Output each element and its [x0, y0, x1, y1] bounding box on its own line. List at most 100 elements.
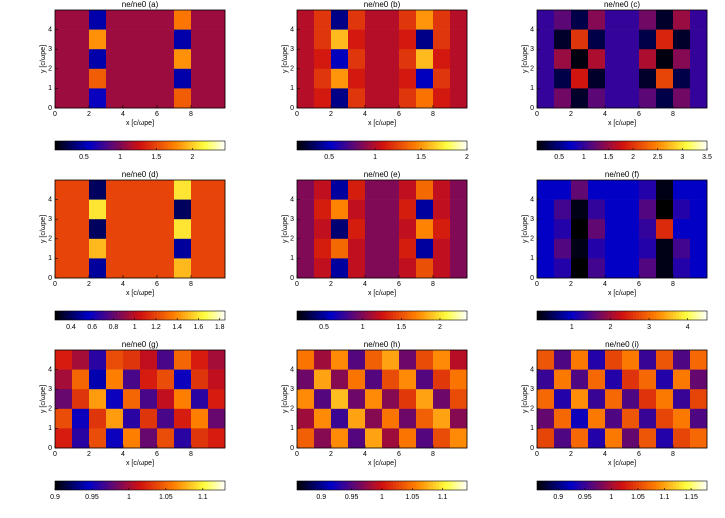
- colorbar-step: [559, 141, 563, 150]
- heat-cell: [554, 350, 572, 370]
- plot-frame: [54, 9, 226, 109]
- x-axis-label: x [c/ωpe]: [126, 120, 154, 127]
- heat-cell: [123, 428, 141, 449]
- colorbar-step: [316, 311, 321, 320]
- colorbar-step: [644, 141, 648, 150]
- heat-cell: [89, 369, 107, 390]
- heat-cell: [157, 369, 175, 390]
- colorbar-step: [658, 481, 663, 490]
- heat-cell: [72, 350, 90, 370]
- colorbar-step: [622, 141, 626, 150]
- colorbar-step: [94, 311, 98, 320]
- heat-cell: [174, 29, 192, 50]
- colorbar-step: [464, 311, 468, 320]
- heat-cell: [571, 199, 589, 220]
- heat-cell: [106, 49, 124, 70]
- x-axis-label: x [c/ωpe]: [608, 120, 636, 127]
- x-tick-label: 4: [121, 451, 125, 458]
- colorbar-step: [678, 141, 682, 150]
- heat-cell: [399, 258, 417, 279]
- heat-cell: [140, 369, 158, 390]
- colorbar-step: [305, 311, 309, 320]
- colorbar-step: [692, 311, 697, 320]
- heat-cell: [416, 369, 434, 390]
- colorbar-step: [633, 481, 637, 490]
- y-tick-label: 2: [48, 236, 52, 243]
- heat-cell: [656, 389, 674, 410]
- colorbar-step: [297, 141, 301, 150]
- x-tick-label: 8: [189, 111, 193, 118]
- colorbar-tick-label: 4: [686, 324, 690, 331]
- heat-cell: [656, 10, 674, 30]
- heat-cell: [416, 49, 434, 70]
- colorbar-tick-label: 1.5: [151, 154, 161, 161]
- colorbar-step: [328, 141, 332, 150]
- colorbar-step: [421, 141, 425, 150]
- colorbar-step: [438, 141, 442, 150]
- panel-title: ne/ne0 (b): [364, 0, 401, 9]
- colorbar-frame: [536, 310, 708, 321]
- heat-cell: [348, 408, 366, 429]
- heat-cell: [554, 408, 572, 429]
- colorbar-step: [450, 141, 454, 150]
- colorbar-step: [199, 481, 203, 490]
- heat-cell: [174, 350, 192, 370]
- heat-cell: [174, 199, 192, 220]
- heat-cell: [554, 49, 572, 70]
- colorbar-step: [162, 141, 166, 150]
- y-tick-label: 1: [530, 85, 534, 92]
- heat-cell: [416, 350, 434, 370]
- colorbar-step: [458, 141, 462, 150]
- colorbar-step: [72, 481, 76, 490]
- colorbar-step: [117, 311, 121, 320]
- colorbar-step: [60, 311, 64, 320]
- heat-cell: [123, 369, 141, 390]
- colorbar-step: [548, 141, 552, 150]
- plot-frame: [54, 179, 226, 279]
- colorbar-step: [322, 141, 326, 150]
- heat-cell: [588, 88, 606, 109]
- colorbar-step: [142, 311, 147, 320]
- heat-cell: [622, 180, 640, 200]
- heat-cell: [690, 199, 708, 220]
- colorbar-step: [653, 311, 657, 320]
- colorbar-step: [539, 141, 544, 150]
- heat-cell: [72, 219, 90, 240]
- colorbar-step: [328, 481, 332, 490]
- heat-cell: [297, 68, 315, 89]
- colorbar-step: [137, 481, 141, 490]
- heat-cell: [588, 369, 606, 390]
- colorbar-tick-label: 1.2: [151, 324, 161, 331]
- colorbar-step: [159, 141, 164, 150]
- colorbar-step: [216, 141, 220, 150]
- heat-cell: [382, 10, 400, 30]
- colorbar-step: [387, 141, 391, 150]
- colorbar-step: [650, 141, 654, 150]
- colorbar-step: [441, 141, 445, 150]
- heat-cell: [365, 180, 383, 200]
- colorbar-step: [179, 311, 183, 320]
- heat-cell: [382, 29, 400, 50]
- heat-cell: [157, 428, 175, 449]
- colorbar-step: [316, 481, 321, 490]
- colorbar-step: [131, 481, 135, 490]
- colorbar-step: [464, 141, 468, 150]
- x-tick-label: 4: [603, 111, 607, 118]
- heat-cell: [433, 88, 451, 109]
- colorbar-frame: [54, 310, 226, 321]
- heat-cell: [382, 408, 400, 429]
- y-tick-label: 1: [290, 85, 294, 92]
- colorbar-step: [108, 481, 113, 490]
- colorbar-step: [157, 141, 161, 150]
- y-axis-label: y [c/ωpe]: [282, 215, 289, 243]
- heat-cell: [399, 199, 417, 220]
- colorbar-step: [162, 481, 166, 490]
- colorbar-step: [131, 311, 135, 320]
- colorbar-step: [55, 311, 59, 320]
- heat-cell: [348, 49, 366, 70]
- colorbar-step: [413, 481, 417, 490]
- colorbar-step: [675, 141, 680, 150]
- colorbar-step: [205, 141, 209, 150]
- colorbar-step: [55, 481, 59, 490]
- heat-cell: [348, 369, 366, 390]
